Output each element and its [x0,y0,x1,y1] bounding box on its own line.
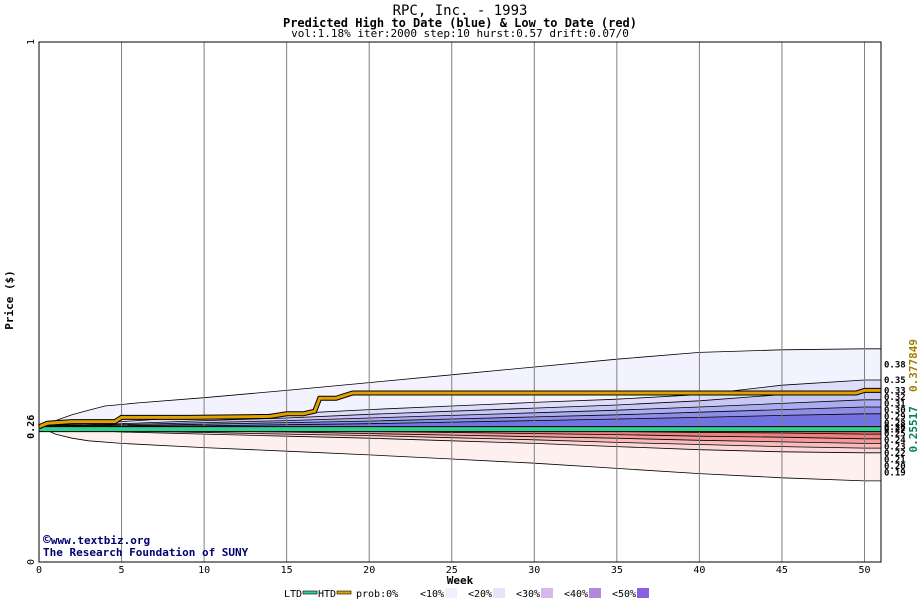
legend-label-7: <50% [612,589,636,600]
htd-edge-label-8: 0.27 [884,425,906,435]
plot-area: 0 5 10 15 20 25 30 35 40 45 5000.2610.380.350.330.… [26,39,920,576]
ltd-edge-label-0: 0.26 [884,423,906,433]
x-tick-label-15: 15 [281,565,293,576]
credit-url: ©www.textbiz.org [43,533,150,548]
legend-label-2: prob:0% [356,589,398,600]
ltd-edge-label-7: 0.19 [884,468,906,478]
legend-label-0: LTD [284,589,302,600]
legend: LTD HTD prob:0% <10% <20% <30% <40% <50% [284,588,649,600]
credit-org: The Research Foundation of SUNY [43,546,249,559]
ltd-edge-label-3: 0.23 [884,442,906,452]
ltd-edge-label-5: 0.21 [884,455,906,465]
ltd-edge-label-6: 0.20 [884,462,906,472]
x-axis-label: Week [447,574,474,587]
htd-edge-label-5: 0.30 [884,406,906,416]
y-tick-label-0: 0 [26,559,37,565]
plot-frame [38,41,882,563]
legend-swatch-2 [399,588,411,598]
x-tick-label-5: 5 [119,565,125,576]
chart-subtitle: Predicted High to Date (blue) & Low to D… [283,16,637,30]
y-tick-label-1: 0.26 [26,415,37,439]
high-band-5 [39,413,881,427]
plot-background [39,42,881,562]
ltd-edge-label-2: 0.24 [884,436,906,446]
htd-edge-label-7: 0.28 [884,419,906,429]
x-tick-label-25: 25 [446,565,458,576]
legend-swatch-0 [302,590,318,595]
y-axis-label: Price ($) [3,270,16,330]
legend-swatch-3 [445,588,457,598]
predicted-low-value: 0.25517 [907,406,920,452]
legend-label-5: <30% [516,589,540,600]
x-tick-label-50: 50 [858,565,870,576]
chart-params: vol:1.18% iter:2000 step:10 hurst:0.57 d… [291,27,629,40]
legend-swatch-7 [637,588,649,598]
legend-label-1: HTD [318,589,336,600]
x-tick-label-30: 30 [528,565,540,576]
chart-title: RPC, Inc. - 1993 [393,3,528,19]
y-tick-label-2: 1 [26,39,37,45]
x-tick-label-0: 0 [36,565,42,576]
x-tick-label-40: 40 [693,565,705,576]
legend-swatch-4 [493,588,505,598]
htd-edge-label-0: 0.38 [884,360,906,370]
legend-swatch-5 [541,588,553,598]
htd-edge-label-6: 0.29 [884,412,906,422]
predicted-high-value: 0.377849 [907,339,920,392]
ltd-edge-label-1: 0.25 [884,429,906,439]
legend-swatch-6 [589,588,601,598]
x-tick-label-35: 35 [611,565,623,576]
legend-swatch-1 [336,590,352,595]
htd-edge-label-3: 0.32 [884,393,906,403]
htd-edge-label-4: 0.31 [884,399,906,409]
htd-edge-label-1: 0.35 [884,376,906,386]
legend-label-6: <40% [564,589,588,600]
htd-edge-label-2: 0.33 [884,386,906,396]
x-tick-label-45: 45 [776,565,788,576]
legend-label-3: <10% [420,589,444,600]
legend-label-4: <20% [468,589,492,600]
ltd-edge-label-4: 0.22 [884,449,906,459]
x-tick-label-20: 20 [363,565,375,576]
x-tick-label-10: 10 [198,565,210,576]
htd-line [38,388,881,429]
